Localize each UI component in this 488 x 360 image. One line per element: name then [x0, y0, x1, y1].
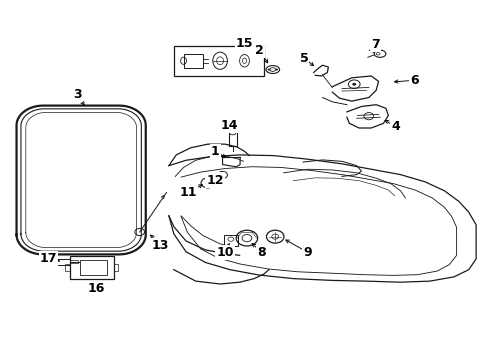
- Text: 8: 8: [257, 246, 265, 259]
- Bar: [114, 264, 118, 271]
- Text: 16: 16: [87, 282, 105, 295]
- Bar: [173, 45, 264, 76]
- Bar: [183, 54, 203, 68]
- Text: 3: 3: [73, 88, 82, 101]
- Text: 12: 12: [206, 174, 224, 186]
- Ellipse shape: [275, 69, 278, 71]
- Ellipse shape: [267, 69, 270, 71]
- Bar: [70, 260, 78, 263]
- Text: 11: 11: [179, 186, 197, 199]
- Text: 13: 13: [152, 239, 169, 252]
- Text: 15: 15: [235, 36, 253, 50]
- Text: 7: 7: [370, 38, 379, 51]
- Bar: [80, 260, 106, 275]
- Text: 2: 2: [254, 44, 263, 57]
- Bar: [228, 128, 236, 146]
- Circle shape: [351, 83, 355, 86]
- Bar: [52, 259, 70, 265]
- Text: 4: 4: [390, 121, 399, 134]
- Bar: [223, 235, 238, 246]
- Text: 14: 14: [220, 119, 237, 132]
- Text: 6: 6: [409, 74, 418, 87]
- Text: 10: 10: [216, 246, 233, 259]
- Text: 17: 17: [40, 252, 57, 265]
- Bar: [65, 264, 70, 271]
- Text: 5: 5: [299, 51, 308, 64]
- Bar: [70, 256, 114, 279]
- Text: 9: 9: [303, 246, 311, 259]
- Text: 1: 1: [210, 145, 219, 158]
